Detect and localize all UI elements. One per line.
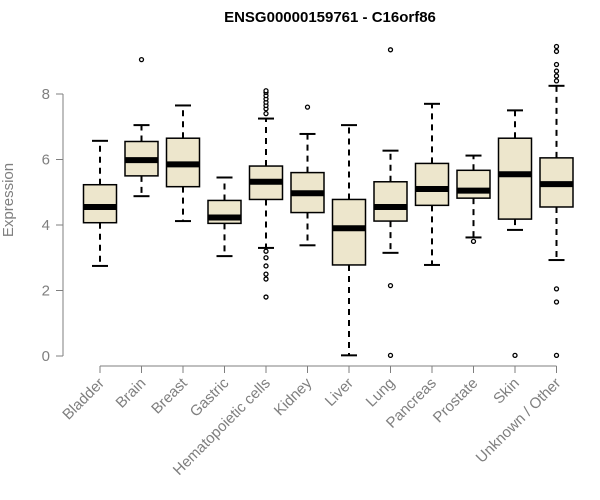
- y-tick-label: 4: [42, 217, 50, 234]
- box-pancreas: [414, 102, 450, 266]
- iqr-box: [82, 183, 118, 224]
- box-liver: [331, 124, 367, 357]
- x-tick-label: Brain: [113, 375, 150, 412]
- outlier-point: [387, 352, 394, 358]
- box-brain: [124, 56, 159, 198]
- box-skin: [497, 109, 533, 358]
- outlier-point: [553, 352, 560, 358]
- y-tick-label: 2: [42, 283, 50, 300]
- y-tick-label: 0: [42, 348, 50, 365]
- y-tick-label: 8: [42, 86, 50, 103]
- iqr-box: [373, 181, 408, 222]
- iqr-box: [456, 169, 491, 199]
- iqr-box: [497, 137, 533, 220]
- y-tick-label: 6: [42, 152, 50, 169]
- outlier-point: [263, 255, 269, 261]
- outlier-point: [553, 61, 560, 68]
- box-kidney: [290, 104, 325, 247]
- y-axis: 0 2 4 6 8: [42, 86, 64, 365]
- x-tick-label: Breast: [148, 374, 191, 417]
- box-gastric: [207, 176, 242, 258]
- iqr-box: [414, 162, 450, 207]
- plot-area: [82, 43, 574, 358]
- outlier-point: [553, 78, 560, 84]
- box-prostate: [456, 154, 491, 245]
- outlier-point: [553, 48, 560, 55]
- outlier-point: [263, 88, 269, 94]
- x-tick-label: Lung: [363, 375, 399, 411]
- x-tick-label: Kidney: [271, 374, 316, 419]
- chart-title: ENSG00000159761 - C16orf86: [224, 9, 436, 26]
- outlier-point: [387, 282, 394, 289]
- box-hematopoietic-cells: [248, 88, 284, 300]
- outlier-point: [138, 56, 145, 63]
- outlier-point: [263, 263, 269, 269]
- outlier-point: [553, 43, 560, 50]
- y-axis-label: Expression: [0, 163, 17, 237]
- outlier-point: [470, 238, 477, 245]
- outlier-point: [263, 111, 269, 117]
- iqr-box: [331, 198, 367, 266]
- x-tick-label: Bladder: [59, 375, 108, 424]
- x-tick-label: Prostate: [430, 375, 482, 427]
- outlier-point: [263, 248, 269, 254]
- box-unknown-other: [539, 43, 574, 358]
- outlier-point: [263, 271, 269, 277]
- x-tick-label: Skin: [490, 375, 523, 408]
- outlier-point: [263, 294, 269, 300]
- outlier-point: [304, 104, 311, 110]
- outlier-point: [553, 68, 560, 74]
- outlier-point: [512, 352, 518, 358]
- outlier-point: [553, 286, 560, 292]
- outlier-point: [553, 299, 560, 305]
- outlier-point: [263, 276, 269, 282]
- box-breast: [165, 104, 201, 223]
- outlier-point: [553, 73, 560, 79]
- box-lung: [373, 47, 408, 358]
- outlier-point: [387, 47, 394, 53]
- x-tick-label: Liver: [322, 375, 357, 410]
- box-bladder: [82, 139, 118, 267]
